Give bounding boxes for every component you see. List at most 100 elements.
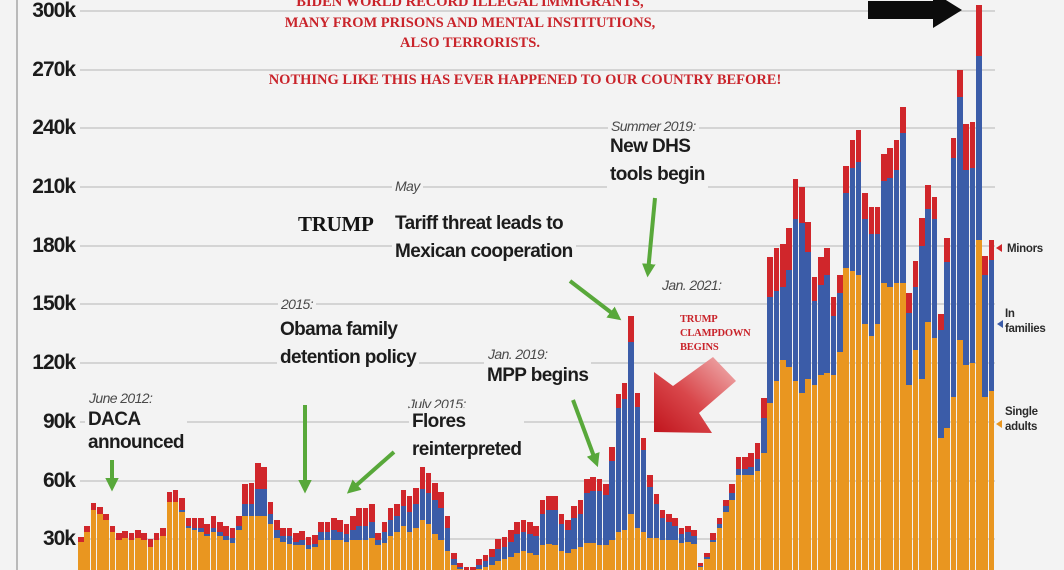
single-adults-marker-icon <box>996 420 1002 428</box>
bar-segment-minors <box>817 257 824 286</box>
bar-segment-minors <box>874 206 881 235</box>
bar-segment-minors <box>552 496 558 511</box>
y-axis-line <box>16 0 18 570</box>
bar-segment-single-adults <box>248 515 255 570</box>
legend-single-adults: Single adults <box>1005 405 1038 434</box>
bar-segment-in-families <box>179 509 185 513</box>
bar-segment-single-adults <box>723 511 729 570</box>
mpp-annotation: MPP begins <box>484 362 592 390</box>
bar-segment-single-adults <box>96 513 103 570</box>
legend-families-line-1: In <box>1005 308 1015 320</box>
bar-segment-in-families <box>457 566 464 569</box>
bar-segment-minors <box>375 533 381 540</box>
bar-segment-in-families <box>438 507 445 540</box>
bar-segment-minors <box>425 472 432 493</box>
bar-segment-in-families <box>887 177 894 288</box>
bar-segment-in-families <box>735 468 742 475</box>
bar-segment-in-families <box>368 521 375 538</box>
bar-segment-in-families <box>489 556 495 566</box>
bar-segment-minors <box>204 523 211 534</box>
bar-segment-minors <box>735 457 742 470</box>
bar-segment-minors <box>640 437 647 450</box>
bar-segment-single-adults <box>628 513 634 570</box>
bar-segment-single-adults <box>735 474 742 570</box>
bar-segment-single-adults <box>337 539 343 570</box>
bar-segment-minors <box>324 521 331 532</box>
bar-segment-minors <box>318 521 324 532</box>
bar-segment-minors <box>564 519 571 530</box>
bar-segment-in-families <box>590 490 596 544</box>
bar-segment-minors <box>969 122 976 168</box>
bar-segment-minors <box>912 261 919 288</box>
bar-segment-in-families <box>204 533 211 536</box>
bar-segment-minors <box>280 527 286 536</box>
jan2021-date: Jan. 2021: <box>659 277 725 293</box>
bar-segment-single-adults <box>862 324 868 570</box>
bar-segment-single-adults <box>413 527 419 570</box>
dhs-line-2: tools begin <box>610 164 705 185</box>
bar-segment-minors <box>647 474 653 487</box>
bar-segment-minors <box>255 462 261 489</box>
bar-segment-single-adults <box>957 339 963 570</box>
bar-segment-minors <box>476 558 483 566</box>
bar-segment-in-families <box>761 417 767 454</box>
bar-segment-minors <box>337 519 343 532</box>
bar-segment-single-adults <box>761 453 767 570</box>
bar-segment-single-adults <box>349 539 356 570</box>
bar-segment-minors <box>311 535 318 544</box>
bar-segment-in-families <box>210 527 217 532</box>
bar-segment-single-adults <box>179 511 185 570</box>
bar-segment-in-families <box>697 565 704 567</box>
bar-segment-in-families <box>305 545 312 550</box>
flores-annotation: Flores reinterpreted <box>409 408 525 464</box>
bar-segment-in-families <box>482 560 489 567</box>
clampdown-line-3: BEGINS <box>680 342 719 353</box>
bar-segment-single-adults <box>836 351 843 570</box>
bar-segment-in-families <box>520 531 527 552</box>
bar-segment-single-adults <box>495 560 501 570</box>
bar-segment-in-families <box>811 300 818 385</box>
bar-segment-in-families <box>274 529 280 538</box>
bar-segment-in-families <box>944 261 951 429</box>
bar-segment-single-adults <box>508 556 514 570</box>
bar-segment-minors <box>286 527 293 536</box>
bar-segment-minors <box>134 529 141 538</box>
bar-segment-single-adults <box>640 531 647 570</box>
bar-segment-in-families <box>394 515 400 532</box>
bar-segment-minors <box>843 165 849 194</box>
daca-date: June 2012: <box>86 390 156 406</box>
bar-segment-in-families <box>843 192 849 268</box>
bar-segment-in-families <box>779 286 786 360</box>
bar-segment-single-adults <box>659 539 666 570</box>
bar-segment-in-families <box>836 292 843 352</box>
bar-segment-minors <box>634 392 641 407</box>
bar-segment-in-families <box>349 529 356 540</box>
bar-segment-in-families <box>830 316 837 376</box>
bar-segment-minors <box>881 153 887 182</box>
y-tick-label: 300k <box>32 0 76 22</box>
gridline <box>80 127 995 130</box>
bar-segment-in-families <box>255 488 261 517</box>
bar-segment-minors <box>217 521 223 532</box>
bar-segment-minors <box>451 552 457 560</box>
bar-segment-in-families <box>337 531 343 540</box>
bar-segment-in-families <box>324 531 331 540</box>
bar-segment-single-adults <box>817 374 824 570</box>
bar-segment-in-families <box>754 459 761 472</box>
bar-segment-minors <box>242 484 249 505</box>
bar-segment-single-adults <box>147 547 154 570</box>
bar-segment-minors <box>508 529 514 542</box>
daca-line-2: announced <box>88 432 185 453</box>
bar-segment-single-adults <box>457 568 464 570</box>
bar-segment-single-adults <box>602 545 609 570</box>
bar-segment-in-families <box>881 181 887 284</box>
bar-segment-in-families <box>773 290 780 382</box>
bar-segment-single-adults <box>134 537 141 570</box>
bar-segment-single-adults <box>520 551 527 570</box>
bar-segment-minors <box>236 515 242 526</box>
bar-segment-minors <box>356 507 362 526</box>
tariff-line-1: Tariff threat leads to <box>395 213 564 234</box>
bar-segment-minors <box>274 519 280 530</box>
bar-segment-in-families <box>729 492 735 501</box>
bar-segment-minors <box>615 394 622 409</box>
